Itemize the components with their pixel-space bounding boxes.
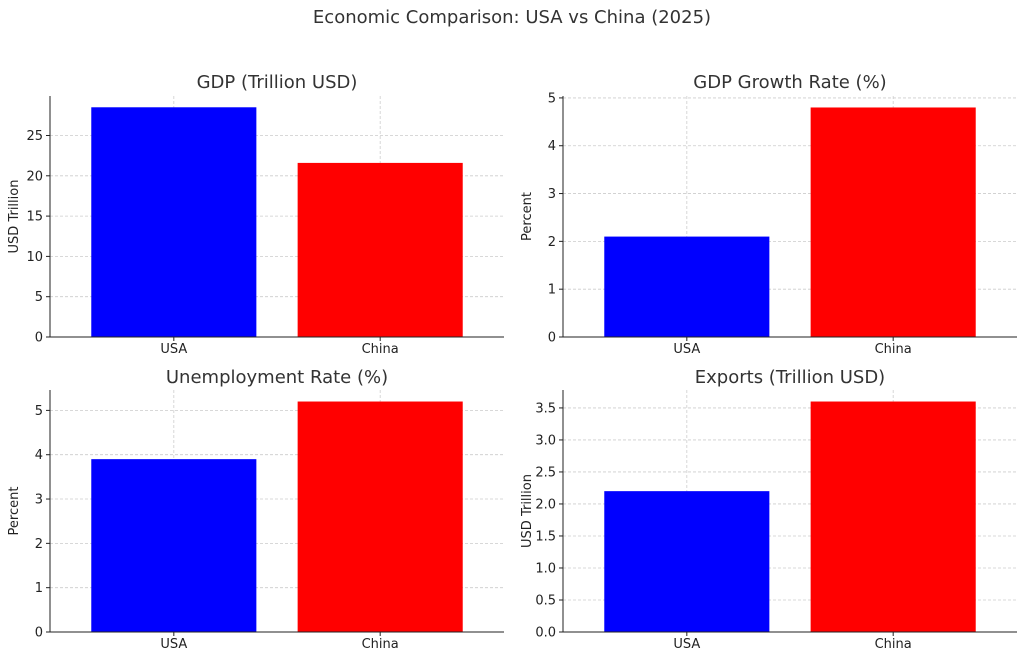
y-tick-label: 4 — [35, 448, 43, 463]
y-tick-label: 3.0 — [535, 433, 556, 448]
chart-title: Exports (Trillion USD) — [695, 367, 885, 388]
x-tick-label: USA — [673, 637, 700, 652]
bar — [297, 401, 463, 632]
y-tick-label: 1.5 — [535, 529, 556, 544]
y-axis-label: Percent — [7, 487, 22, 536]
x-tick-label: USA — [160, 342, 187, 357]
y-axis-label: Percent — [520, 192, 535, 241]
y-tick-label: 2.5 — [535, 465, 556, 480]
y-tick-label: 0.5 — [535, 593, 556, 608]
bar — [810, 401, 976, 632]
y-tick-label: 5 — [35, 290, 43, 305]
x-tick-label: China — [875, 637, 912, 652]
bar — [604, 491, 770, 632]
y-tick-label: 2 — [548, 235, 556, 250]
y-tick-label: 4 — [548, 139, 556, 154]
y-axis-label: USD Trillion — [520, 474, 535, 548]
x-tick-label: China — [362, 637, 399, 652]
y-tick-label: 10 — [26, 250, 43, 265]
x-tick-label: China — [362, 342, 399, 357]
chart-panel: 0.0 0.5 1.0 1.5 2.0 2.5 3.0 3.5 USA China Exports … — [520, 367, 1017, 652]
bar — [810, 107, 976, 337]
chart-title: Unemployment Rate (%) — [166, 367, 388, 388]
chart-title: GDP (Trillion USD) — [197, 72, 358, 93]
y-tick-label: 2.0 — [535, 497, 556, 512]
y-tick-label: 1 — [35, 581, 43, 596]
y-tick-label: 0 — [548, 331, 556, 346]
y-tick-label: 5 — [35, 404, 43, 419]
chart-title: GDP Growth Rate (%) — [693, 72, 886, 93]
x-tick-label: USA — [160, 637, 187, 652]
y-tick-label: 0.0 — [535, 626, 556, 641]
y-tick-label: 1 — [548, 283, 556, 298]
y-tick-label: 3 — [548, 187, 556, 202]
y-tick-label: 3 — [35, 493, 43, 508]
chart-panel: 0 5 10 15 20 25 USA China GDP (Trillion USD) USD … — [7, 72, 504, 357]
chart-panel: 0 1 2 3 4 5 USA China Unemployment Rate (%) Perce… — [7, 367, 504, 652]
y-tick-label: 20 — [26, 169, 43, 184]
y-tick-label: 3.5 — [535, 401, 556, 416]
y-tick-label: 1.0 — [535, 561, 556, 576]
y-tick-label: 15 — [26, 210, 43, 225]
bar — [91, 459, 257, 632]
x-tick-label: USA — [673, 342, 700, 357]
y-tick-label: 0 — [35, 626, 43, 641]
bar — [91, 107, 257, 338]
y-axis-label: USD Trillion — [7, 180, 22, 254]
figure-title: Economic Comparison: USA vs China (2025) — [313, 7, 711, 28]
bar — [604, 236, 770, 337]
chart-panel: 0 1 2 3 4 5 USA China GDP Growth Rate (%) Percent — [520, 72, 1017, 357]
y-tick-label: 2 — [35, 537, 43, 552]
x-tick-label: China — [875, 342, 912, 357]
y-tick-label: 0 — [35, 331, 43, 346]
bar — [297, 162, 463, 337]
y-tick-label: 25 — [26, 129, 43, 144]
y-tick-label: 5 — [548, 91, 556, 106]
